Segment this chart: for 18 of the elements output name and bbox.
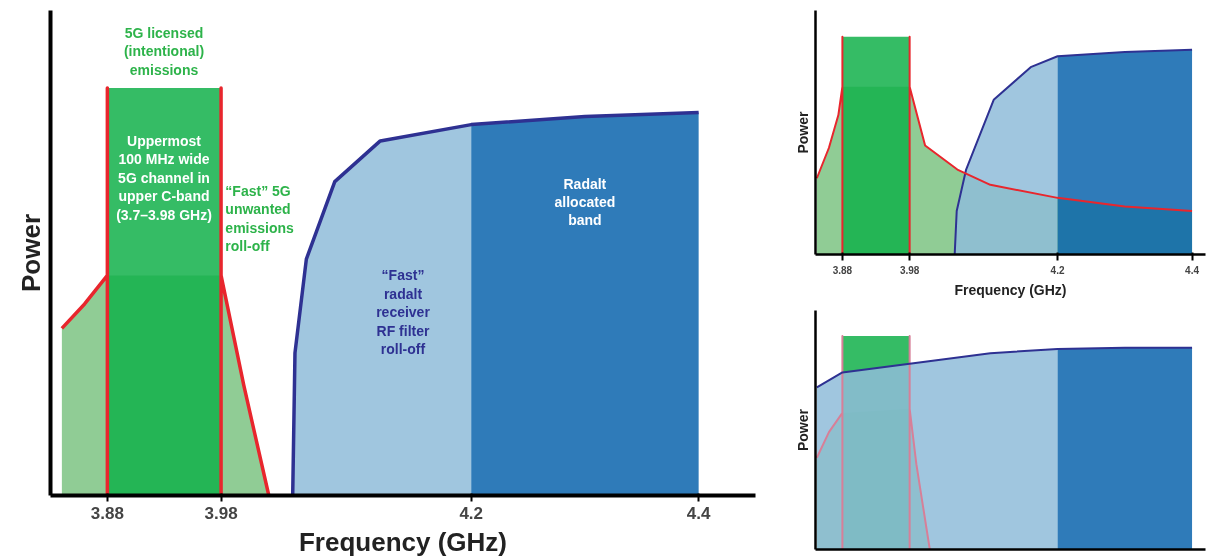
text: 5G licensed (intentional) emissions <box>123 24 205 78</box>
x-tick-label: 4.2 <box>1050 264 1065 276</box>
x-tick-label: 4.4 <box>1185 264 1200 276</box>
annotation: Uppermost 100 MHz wide 5G channel in upper C-band (3.7–3.98 GHz) <box>116 133 212 223</box>
x-tick-label: 4.2 <box>459 503 484 523</box>
x-tick-label: 3.98 <box>899 264 920 276</box>
x-tick-label: 3.88 <box>90 503 124 523</box>
annotation: “Fast” 5G unwanted emissions roll-off <box>225 182 295 255</box>
x-tick-label: 3.88 <box>832 264 853 276</box>
y-axis-title: Power <box>794 110 811 154</box>
x-tick-label: 4.4 <box>686 503 712 523</box>
y-axis-title: Power <box>15 213 46 293</box>
annotation: Radalt allocated band <box>554 175 616 229</box>
annotation: “Fast” radalt receiver RF filter roll-off <box>376 267 431 357</box>
x-tick-label: 3.98 <box>204 503 238 523</box>
y-axis-title: Power <box>794 408 811 452</box>
x-axis-title: Frequency (GHz) <box>298 526 508 557</box>
x-axis-title: Frequency (GHz) <box>954 281 1067 298</box>
